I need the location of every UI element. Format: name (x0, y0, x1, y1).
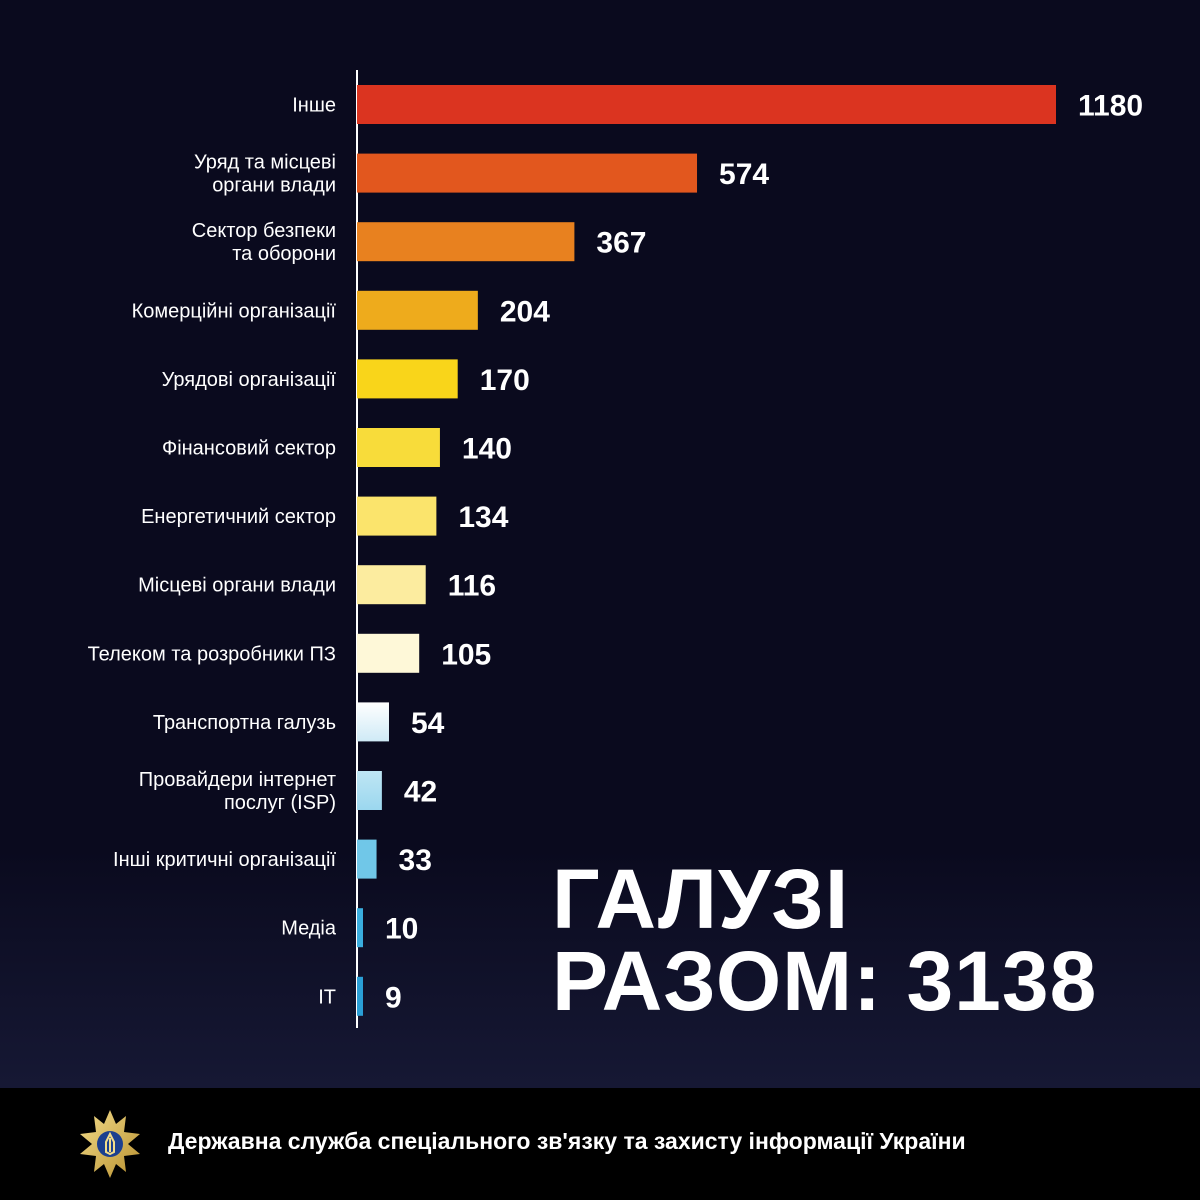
value-label-10: 42 (404, 776, 437, 809)
value-label-8: 105 (441, 638, 491, 671)
chart-panel: 1180 Інше 574 Уряд та місцеві органи влади 36… (0, 0, 1200, 1088)
category-label-10-line-0: Провайдери інтернет (139, 769, 336, 791)
category-label-8: Телеком та розробники ПЗ (88, 643, 336, 665)
category-label-4: Урядові організації (162, 369, 337, 391)
category-label-9: Транспортна галузь (153, 712, 336, 734)
bar-10 (357, 771, 382, 810)
bar-12 (357, 908, 363, 948)
footer (0, 1088, 1200, 1200)
bar-13 (357, 976, 363, 1016)
bar-3 (357, 290, 478, 330)
value-label-13: 9 (385, 981, 402, 1014)
bar-1 (357, 153, 698, 193)
value-label-4: 170 (480, 364, 530, 397)
bar-2 (357, 222, 575, 262)
headline-line-2: РАЗОМ: 3138 (552, 934, 1098, 1028)
bar-8 (357, 633, 420, 673)
category-label-0: Інше (292, 95, 336, 117)
category-label-2-line-0: Сектор безпеки (192, 220, 336, 242)
bar-0 (357, 85, 1056, 124)
category-label-3: Комерційні організації (132, 300, 337, 322)
value-label-7: 116 (448, 570, 496, 603)
category-label-12: Медіа (281, 918, 337, 940)
bar-6 (357, 496, 437, 536)
category-label-2-line-1: та оборони (232, 243, 336, 265)
category-label-11: Інші критичні організації (113, 849, 336, 871)
category-label-7: Місцеві органи влади (138, 575, 336, 597)
organization-name: Державна служба спеціального зв'язку та … (168, 1128, 966, 1154)
value-label-1: 574 (719, 158, 769, 191)
value-label-5: 140 (462, 433, 512, 466)
bar-11 (357, 839, 377, 879)
category-label-6: Енергетичний сектор (141, 506, 336, 528)
value-label-9: 54 (411, 707, 445, 740)
value-label-11: 33 (399, 844, 432, 877)
category-label-1-line-0: Уряд та місцеві (194, 152, 336, 174)
value-label-0: 1180 (1078, 90, 1143, 123)
value-label-12: 10 (385, 913, 418, 946)
headline: ГАЛУЗІ РАЗОМ: 3138 (552, 852, 1192, 1028)
category-label-10-line-1: послуг (ISP) (224, 792, 336, 814)
ssscip-emblem-icon (80, 1110, 140, 1178)
bar-9 (357, 702, 389, 742)
bar-5 (357, 428, 440, 467)
value-label-3: 204 (500, 295, 550, 328)
value-label-2: 367 (596, 227, 646, 260)
category-label-13: IT (318, 986, 336, 1008)
bar-7 (357, 565, 426, 605)
headline-line-1: ГАЛУЗІ (552, 852, 850, 946)
value-label-6: 134 (458, 501, 508, 534)
bar-4 (357, 359, 458, 399)
category-label-5: Фінансовий сектор (162, 438, 336, 460)
category-label-1-line-1: органи влади (212, 175, 336, 197)
